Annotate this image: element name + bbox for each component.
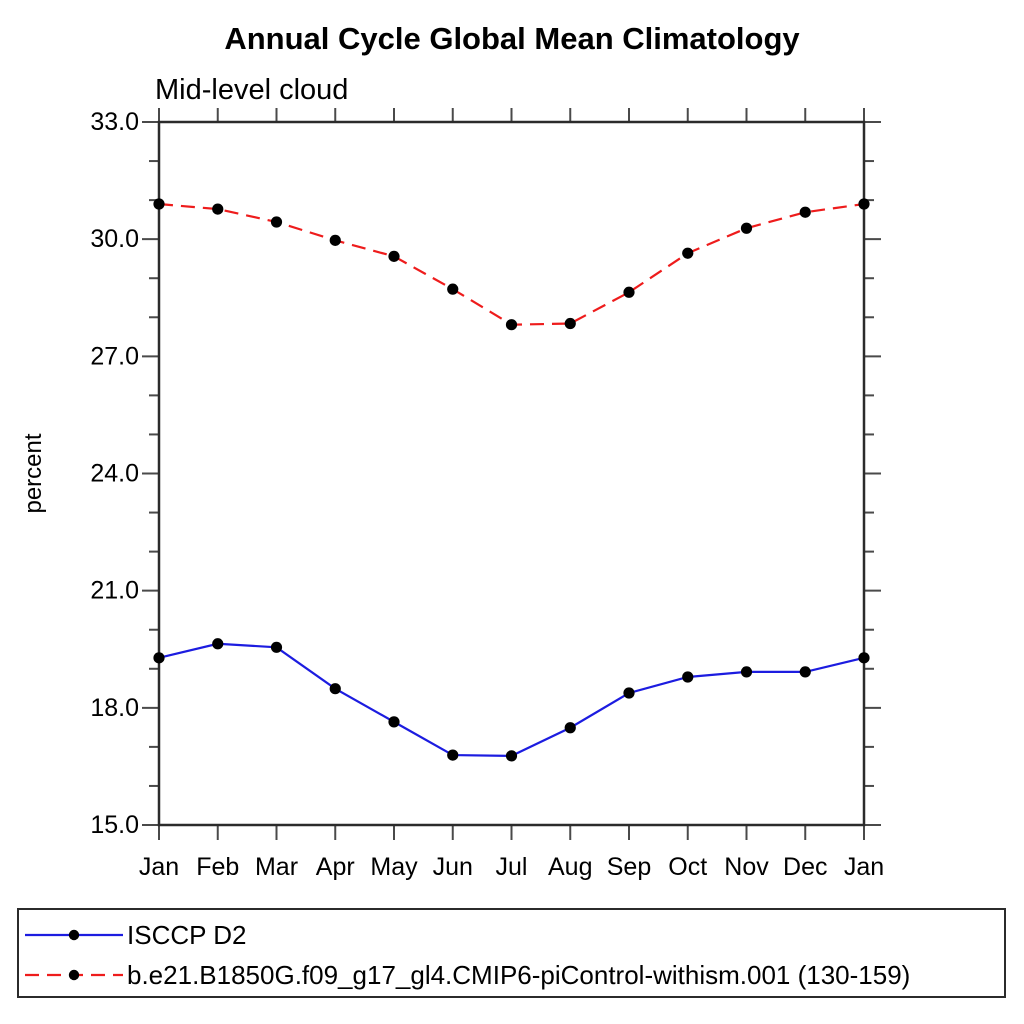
legend-item-model-run: b.e21.B1850G.f09_g17_gl4.CMIP6-piControl…: [25, 955, 1004, 995]
data-point: [564, 317, 576, 330]
data-point: [740, 666, 753, 678]
y-tick-label: 18.0: [90, 694, 139, 722]
data-point: [505, 319, 518, 331]
x-tick-label: Mar: [255, 853, 298, 881]
x-tick-label: Apr: [316, 853, 355, 881]
data-point: [153, 652, 165, 664]
data-point: [212, 203, 224, 215]
y-tick-label: 30.0: [90, 225, 139, 253]
data-point: [682, 671, 694, 683]
chart-title: Annual Cycle Global Mean Climatology: [224, 21, 800, 56]
legend-marker-sample: [68, 969, 80, 981]
x-tick-label: Sep: [607, 853, 651, 881]
legend-label: b.e21.B1850G.f09_g17_gl4.CMIP6-piControl…: [127, 959, 911, 990]
data-point: [388, 716, 400, 728]
legend-marker-sample: [68, 929, 80, 941]
data-point: [388, 250, 400, 262]
data-point: [623, 687, 635, 699]
x-tick-label: Feb: [196, 853, 239, 881]
x-tick-label: Nov: [724, 853, 769, 881]
y-axis-label: percent: [20, 433, 47, 513]
data-point: [212, 638, 224, 650]
y-tick-label: 27.0: [90, 342, 139, 370]
x-tick-label: Jun: [433, 853, 473, 881]
data-point: [447, 283, 459, 295]
y-tick-label: 33.0: [90, 108, 139, 136]
x-tick-label: Jan: [139, 853, 179, 881]
series-line-1: [158, 202, 865, 326]
x-tick-label: Jul: [496, 853, 528, 881]
data-point: [799, 666, 811, 678]
chart-subtitle: Mid-level cloud: [155, 74, 349, 106]
data-point: [153, 198, 165, 210]
axis-frame: [157, 120, 866, 827]
data-point: [505, 750, 518, 762]
data-point: [799, 206, 811, 218]
x-tick-label: Jan: [844, 853, 884, 881]
data-point: [623, 286, 635, 298]
x-tick-label: Oct: [668, 853, 707, 881]
y-tick-label: 15.0: [90, 811, 139, 839]
x-tick-label: Dec: [783, 853, 827, 881]
legend-swatch-solid-line: [25, 929, 123, 941]
legend: ISCCP D2 b.e21.B1850G.f09_g17_gl4.CMIP6-…: [17, 908, 1006, 998]
data-point: [329, 234, 341, 246]
x-tick-label: May: [370, 853, 418, 881]
data-point: [740, 222, 753, 234]
y-tick-label: 21.0: [90, 577, 139, 605]
legend-swatch-dashed-line: [25, 969, 123, 981]
data-point: [270, 641, 283, 653]
data-point: [447, 749, 459, 761]
x-tick-label: Aug: [548, 853, 592, 881]
data-point: [682, 247, 694, 259]
data-point: [270, 216, 283, 228]
legend-item-isccp-d2: ISCCP D2: [25, 915, 1004, 955]
legend-label: ISCCP D2: [127, 919, 247, 950]
y-tick-label: 24.0: [90, 460, 139, 488]
data-point: [329, 683, 341, 695]
data-point: [858, 652, 870, 664]
data-point: [564, 722, 576, 734]
data-point: [858, 198, 870, 210]
series-line-0: [158, 642, 865, 757]
